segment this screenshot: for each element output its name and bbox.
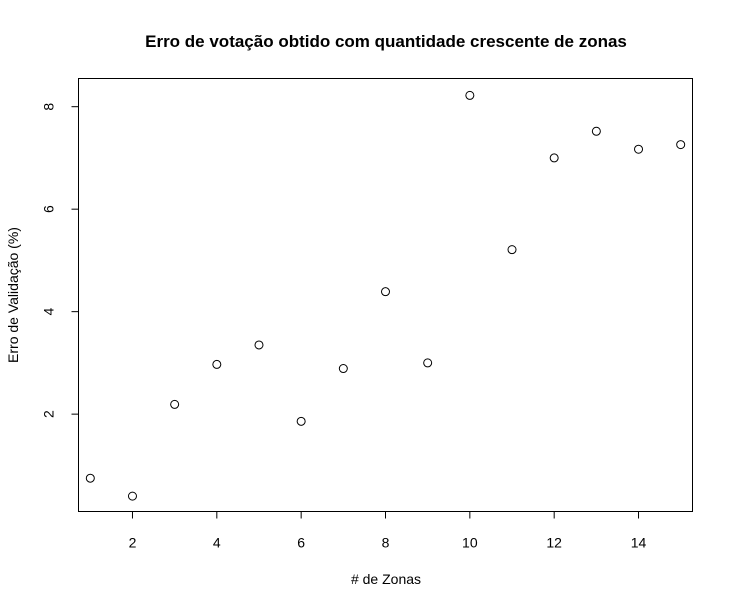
data-point (127, 491, 137, 501)
data-point (507, 245, 517, 255)
y-tick-label: 4 (41, 308, 57, 316)
data-point (296, 416, 306, 426)
x-tick-label: 14 (631, 535, 647, 551)
x-tick-label: 2 (129, 535, 137, 551)
data-point (338, 364, 348, 374)
x-axis: 2 4 6 8 10 12 14 (129, 511, 647, 551)
data-points (85, 90, 686, 501)
y-tick-label: 8 (41, 103, 57, 111)
data-point (85, 473, 95, 483)
data-point (170, 399, 180, 409)
y-axis-label: Erro de Validação (%) (5, 227, 21, 363)
plot-frame (78, 78, 693, 512)
data-point (549, 153, 559, 163)
y-axis: 2 4 6 8 (41, 103, 79, 418)
x-axis-label: # de Zonas (351, 571, 421, 587)
chart-title: Erro de votação obtido com quantidade cr… (145, 32, 627, 51)
data-point (254, 340, 264, 350)
data-point (212, 359, 222, 369)
x-tick-label: 6 (297, 535, 305, 551)
data-point (591, 126, 601, 136)
data-point (381, 287, 390, 297)
x-tick-label: 12 (546, 535, 562, 551)
x-tick-label: 4 (213, 535, 221, 551)
data-point (423, 358, 433, 368)
x-tick-label: 10 (462, 535, 478, 551)
data-point (465, 90, 475, 100)
y-tick-label: 2 (41, 410, 57, 418)
y-tick-label: 6 (41, 205, 57, 213)
data-point (634, 144, 644, 154)
data-point (676, 140, 686, 150)
x-tick-label: 8 (382, 535, 390, 551)
